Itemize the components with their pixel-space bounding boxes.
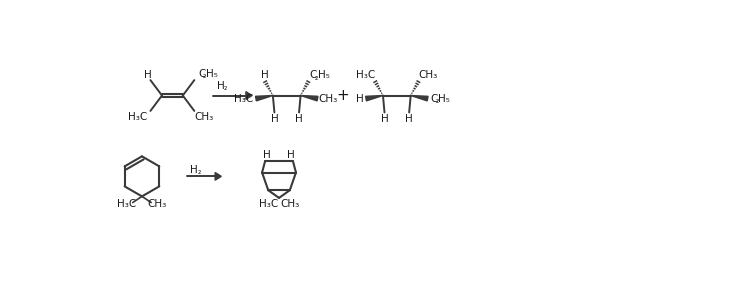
Text: H: H <box>405 114 413 124</box>
Text: ₂: ₂ <box>314 73 318 82</box>
Text: H: H <box>287 150 295 160</box>
Text: H₅: H₅ <box>206 69 218 79</box>
Text: ₂: ₂ <box>202 71 206 80</box>
Text: C: C <box>198 69 205 79</box>
Text: H: H <box>217 81 225 91</box>
Polygon shape <box>246 92 252 99</box>
Text: ₂: ₂ <box>435 96 438 105</box>
Text: CH₃: CH₃ <box>148 199 167 209</box>
Text: H₃C: H₃C <box>117 199 136 209</box>
Text: CH₃: CH₃ <box>280 199 299 209</box>
Text: H: H <box>356 94 364 103</box>
Text: C: C <box>310 71 317 81</box>
Text: H₃C: H₃C <box>259 199 278 209</box>
Text: H: H <box>295 114 303 124</box>
Text: H₅: H₅ <box>318 71 330 81</box>
Text: H₅: H₅ <box>438 94 450 103</box>
Text: CH₃: CH₃ <box>418 71 437 81</box>
Text: H: H <box>263 150 270 160</box>
Text: H₃C: H₃C <box>128 112 147 122</box>
Polygon shape <box>411 95 428 101</box>
Polygon shape <box>366 95 383 101</box>
Text: H: H <box>262 71 269 81</box>
Text: H: H <box>191 165 198 175</box>
Polygon shape <box>215 173 221 180</box>
Text: H₃C: H₃C <box>234 94 253 103</box>
Text: ₂: ₂ <box>197 167 200 176</box>
Text: H: H <box>270 114 279 124</box>
Text: +: + <box>336 88 350 103</box>
Text: CH₃: CH₃ <box>194 112 214 122</box>
Text: H₃C: H₃C <box>356 71 375 81</box>
Polygon shape <box>256 95 273 101</box>
Text: H: H <box>381 114 389 124</box>
Text: ₂: ₂ <box>223 83 227 92</box>
Polygon shape <box>301 95 318 101</box>
Text: H: H <box>144 71 152 81</box>
Text: C: C <box>431 94 438 103</box>
Text: CH₃: CH₃ <box>319 94 338 103</box>
